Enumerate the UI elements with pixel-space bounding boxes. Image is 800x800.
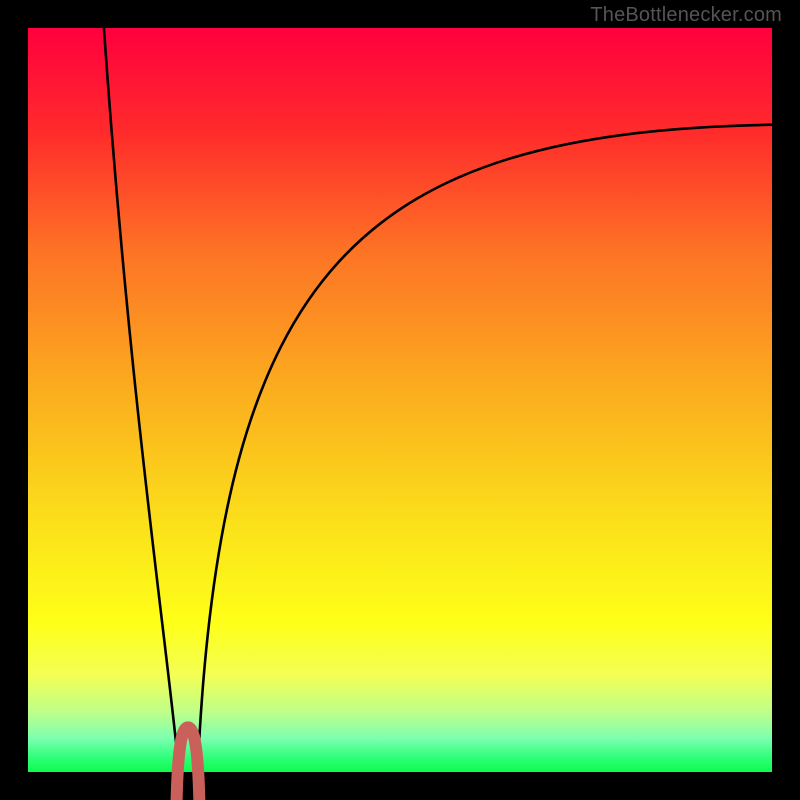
attribution-label: TheBottlenecker.com [590, 4, 782, 27]
bottleneck-chart: TheBottlenecker.com [0, 0, 800, 800]
chart-svg [0, 0, 800, 800]
plot-area [28, 28, 772, 772]
